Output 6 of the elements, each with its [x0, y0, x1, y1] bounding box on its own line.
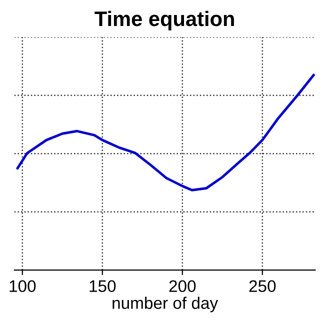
x-tick-label: 200: [169, 280, 196, 292]
x-tick-label: 250: [249, 280, 276, 292]
x-tick-label: 100: [10, 280, 36, 292]
chart-title: Time equation: [94, 10, 234, 30]
x-axis-title: number of day: [112, 296, 218, 312]
x-tick-label: 150: [90, 280, 116, 292]
